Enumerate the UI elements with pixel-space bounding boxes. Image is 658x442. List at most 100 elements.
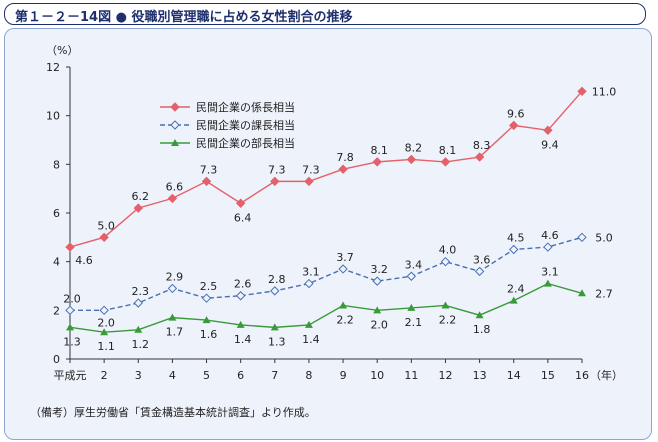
data-label: 1.3 [63, 335, 81, 348]
y-tick-label: 6 [53, 207, 60, 220]
data-point [543, 242, 553, 252]
data-label: 2.1 [405, 316, 423, 329]
data-point [474, 266, 485, 277]
x-tick-label: 16 [575, 369, 589, 382]
data-label: 8.1 [439, 144, 457, 157]
data-point [578, 289, 586, 297]
y-tick-label: 10 [46, 110, 60, 123]
x-tick-label: 7 [271, 369, 278, 382]
x-tick-label: 6 [237, 369, 244, 382]
data-point [543, 125, 553, 135]
data-label: 3.1 [302, 266, 320, 279]
data-label: 1.7 [166, 326, 184, 339]
data-point [270, 323, 279, 331]
legend-marker [170, 102, 180, 112]
x-tick-label: 平成元 [54, 369, 87, 382]
data-label: 2.9 [166, 270, 184, 283]
data-point [577, 86, 587, 97]
data-label: 4.6 [541, 229, 559, 242]
data-point [201, 176, 212, 187]
x-tick-label: 15 [541, 369, 555, 382]
chart-title-bar: 第１－２－14図 ● 役職別管理職に占める女性割合の推移 [4, 3, 646, 25]
data-point [407, 303, 416, 311]
series-line-1 [70, 236, 583, 312]
data-point [201, 293, 212, 303]
data-point [133, 203, 143, 213]
data-point [134, 325, 143, 333]
data-label: 1.2 [132, 338, 150, 351]
x-tick-label: 9 [340, 369, 347, 382]
data-label: 7.3 [200, 163, 218, 176]
data-label: 2.5 [200, 280, 218, 293]
data-point [373, 306, 382, 314]
data-point [99, 232, 109, 243]
data-label: 2.7 [595, 287, 613, 300]
data-point [474, 152, 485, 162]
data-point [100, 328, 109, 336]
y-tick-label: 12 [46, 61, 60, 74]
x-tick-label: 13 [473, 369, 487, 382]
x-axis-unit: （年） [590, 368, 623, 382]
data-point [270, 286, 280, 296]
legend-label: 民間企業の部長相当 [196, 136, 295, 150]
data-label: 2.0 [63, 292, 81, 305]
y-tick-label: 4 [53, 256, 60, 269]
data-label: 9.6 [507, 107, 525, 120]
data-label: 2.0 [370, 318, 388, 331]
data-point [235, 291, 246, 301]
legend-label: 民間企業の課長相当 [196, 118, 295, 132]
data-label: 2.4 [507, 283, 525, 296]
data-label: 4.5 [507, 232, 525, 245]
x-tick-label: 2 [101, 369, 108, 382]
data-label: 1.3 [268, 335, 286, 348]
data-point [339, 301, 348, 309]
data-label: 1.4 [234, 333, 252, 346]
data-point [372, 276, 382, 286]
data-label: 2.0 [97, 316, 115, 329]
data-point [372, 157, 382, 167]
y-tick-label: 2 [53, 304, 60, 317]
data-label: 8.1 [370, 144, 388, 157]
y-tick-label: 8 [53, 158, 60, 171]
data-point [475, 311, 484, 319]
data-point [167, 193, 178, 204]
x-tick-label: 11 [404, 369, 418, 382]
chart-panel [4, 28, 652, 440]
x-tick-label: 14 [507, 369, 521, 382]
x-tick-label: 4 [169, 369, 176, 382]
data-point [99, 305, 109, 316]
data-label: 1.6 [200, 328, 218, 341]
data-point [304, 278, 314, 289]
data-point [133, 298, 143, 308]
x-tick-label: 8 [305, 369, 312, 382]
y-axis-unit: （%） [46, 44, 78, 57]
legend-label: 民間企業の係長相当 [196, 100, 295, 114]
data-point [543, 279, 552, 287]
data-label: 7.3 [302, 163, 320, 176]
data-label: 2.6 [234, 278, 252, 291]
data-label: 6.4 [234, 211, 252, 224]
source-note: （備考）厚生労働省「賃金構造基本統計調査」より作成。 [30, 406, 316, 419]
data-point [304, 176, 314, 187]
y-tick-label: 0 [53, 353, 60, 366]
series-line-0 [69, 90, 583, 248]
data-label: 6.2 [132, 190, 150, 203]
data-label: 3.6 [473, 253, 491, 266]
x-tick-label: 12 [438, 369, 452, 382]
x-tick-label: 5 [203, 369, 210, 382]
data-label: 5.0 [595, 231, 613, 244]
data-point [406, 271, 417, 281]
data-point [406, 154, 417, 165]
data-point [338, 164, 348, 174]
data-label: 3.7 [336, 251, 354, 264]
data-label: 9.4 [541, 138, 559, 151]
data-point [440, 157, 451, 167]
data-point [235, 198, 246, 208]
data-label: 1.4 [302, 333, 320, 346]
data-label: 2.2 [336, 313, 354, 326]
data-point [509, 244, 519, 255]
data-point [168, 313, 177, 321]
data-label: 8.3 [473, 139, 491, 152]
data-point [202, 316, 211, 324]
